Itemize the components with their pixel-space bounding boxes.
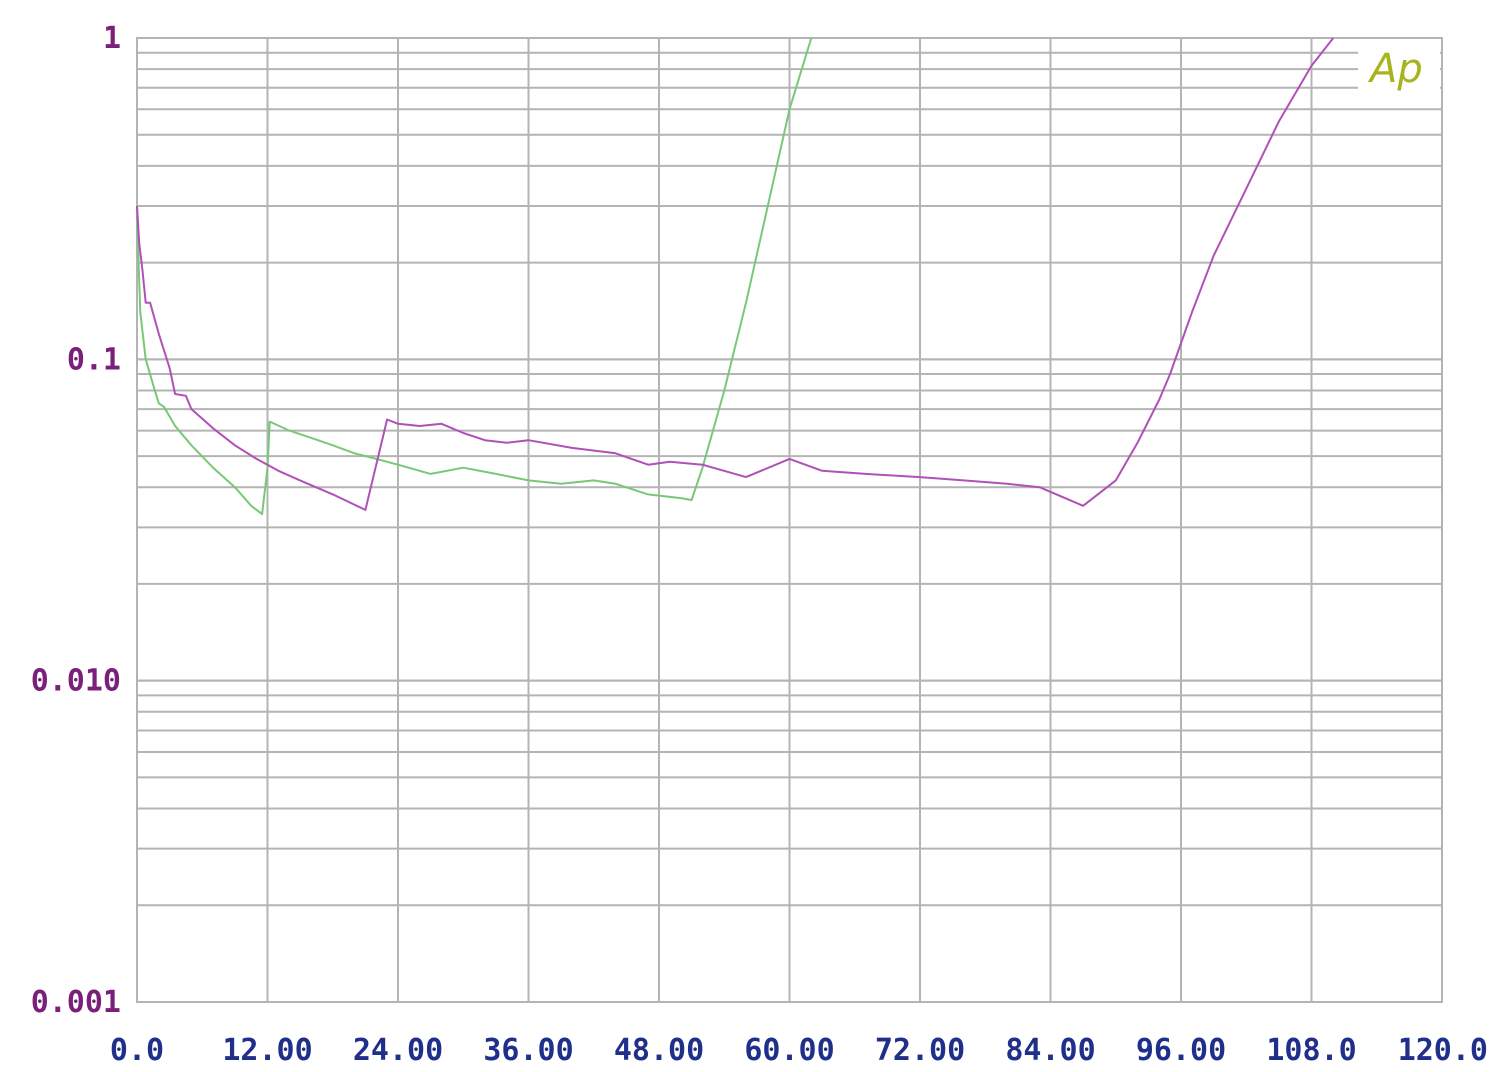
series-line-2 xyxy=(136,37,1335,511)
series-line-1 xyxy=(136,37,813,516)
y-tick-label: 0.1 xyxy=(67,342,121,377)
y-axis-tick-labels: 1 0.1 0.010 0.001 xyxy=(31,21,121,1020)
y-tick-label: 0.001 xyxy=(31,985,121,1020)
x-tick-label: 48.00 xyxy=(614,1033,704,1068)
x-tick-label: 36.00 xyxy=(483,1033,573,1068)
x-tick-label: 60.00 xyxy=(744,1033,834,1068)
y-tick-label: 0.010 xyxy=(31,664,121,699)
x-tick-label: 0.0 xyxy=(110,1033,164,1068)
logo-backdrop xyxy=(1358,42,1440,94)
x-tick-label: 108.0 xyxy=(1266,1033,1356,1068)
ap-logo: Ap xyxy=(1367,46,1423,92)
x-tick-label: 96.00 xyxy=(1136,1033,1226,1068)
grid xyxy=(136,37,1443,1003)
x-axis-tick-labels: 0.0 12.00 24.00 36.00 48.00 60.00 72.00 84.00 96… xyxy=(110,1033,1488,1068)
y-tick-label: 1 xyxy=(103,21,121,56)
x-tick-label: 120.0 xyxy=(1398,1033,1488,1068)
series-group xyxy=(136,37,1335,516)
x-tick-label: 12.00 xyxy=(222,1033,312,1068)
x-tick-label: 72.00 xyxy=(875,1033,965,1068)
x-tick-label: 84.00 xyxy=(1005,1033,1095,1068)
plot-frame xyxy=(136,37,1443,1003)
x-tick-label: 24.00 xyxy=(353,1033,443,1068)
